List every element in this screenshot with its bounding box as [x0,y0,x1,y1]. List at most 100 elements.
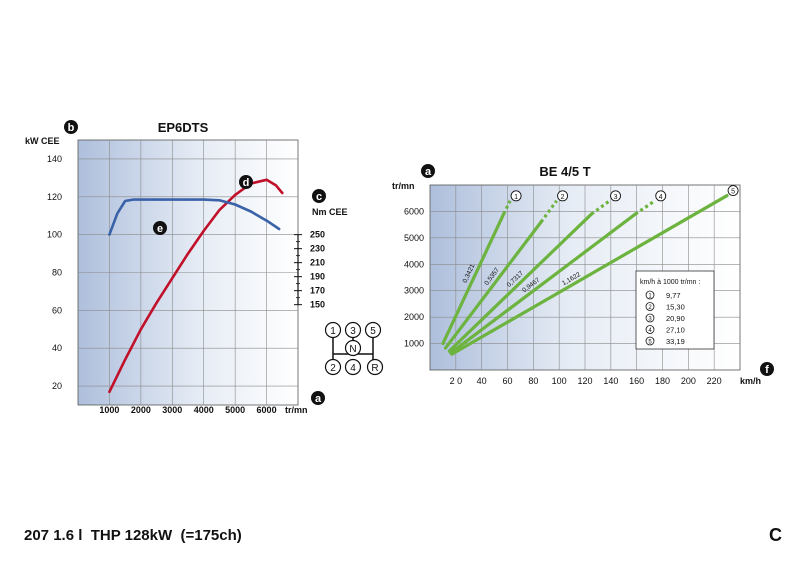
gearing-badge-x [760,362,774,376]
engine-ylabel: kW CEE [25,136,60,146]
gear-1-circle [324,321,342,339]
gearing-legend: km/h à 1000 tr/mn : 1 9,77 2 15,30 3 20,90 4 27… [635,270,715,350]
engine-y-tick-label: 80 [52,268,62,278]
gearing-legend-rows: 1 9,77 2 15,30 3 20,90 4 27,10 5 33,19 [645,290,685,346]
gearing-y-tick-label: 1000 [404,339,424,349]
engine-x-tick-label: 1000 [99,405,119,415]
engine-badge-y [64,120,78,134]
page-letter: C [769,525,782,545]
engine-badge-y-letter: b [68,122,75,134]
engine-xlabel: tr/mn [285,405,308,415]
engine-grid [78,140,298,405]
legend-gear-3-value: 20,90 [666,314,685,323]
engine-x-tick-label: 3000 [162,405,182,415]
engine-y2-tick-label: 190 [310,272,325,282]
gearing-y-tick-label: 3000 [404,286,424,296]
gear-4-marker-label: 4 [659,194,663,201]
legend-gear-2-number: 2 [648,305,652,311]
engine-y-tick-label: 20 [52,381,62,391]
gearing-x-tick-label: 140 [603,376,618,386]
legend-gear-3-number: 3 [648,317,652,323]
power-curve-badge-letter: d [243,177,250,189]
legend-gear-4-number: 4 [648,328,652,334]
gearing-title: BE 4/5 T [539,164,590,179]
gear-reverse-label: R [371,363,378,374]
gearing-x-tick-label: 120 [577,376,592,386]
gearing-badge-y [421,164,435,178]
legend-gear-5-circle [645,336,655,346]
gear-5-marker-label: 5 [731,189,735,196]
engine-y2-tick-label: 210 [310,258,325,268]
legend-gear-5-number: 5 [648,340,652,346]
torque-curve-badge [153,221,167,235]
engine-x-tick-label: 4000 [194,405,214,415]
power-curve-badge [239,175,253,189]
gearing-x-tick-label: 180 [655,376,670,386]
gearing-x-tick-label: 40 [477,376,487,386]
gearing-chart: BE 4/5 T a tr/mn 1000 2000 3000 4000 5000 600… [392,164,774,386]
engine-y-tick-label: 140 [47,154,62,164]
gear-3-marker [610,190,621,202]
legend-gear-3-circle [645,313,655,323]
gear-4-marker [655,190,667,202]
gear-2-circle [324,358,342,376]
legend-gear-5-value: 33,19 [666,337,685,346]
gearing-x-tick-label: 220 [707,376,722,386]
engine-series [108,178,284,394]
gearing-y-tick-label: 2000 [404,312,424,322]
gear-5-circle [364,321,382,339]
legend-gear-1-circle [645,290,655,300]
gearing-y-tick-label: 4000 [404,259,424,269]
gear-reverse-circle [366,358,384,376]
gear-2-marker-label: 2 [561,194,565,201]
gearing-x-tick-label: 200 [681,376,696,386]
legend-gear-1-value: 9,77 [666,291,681,300]
gear-3-line [447,212,594,353]
engine-badge-y2-letter: c [316,191,322,203]
gear-1-marker [510,190,522,202]
gearing-x-tick-label: 100 [552,376,567,386]
engine-badge-y2 [312,189,326,203]
gear-2-marker [557,190,569,202]
engine-y2-tick-label: 230 [310,244,325,254]
gear-neutral-circle [344,339,362,357]
engine-chart: EP6DTS b kW CEE 20 40 60 80 100 120 140 1000 20… [25,120,348,415]
gear-4-overrev-line [634,199,656,216]
gearing-y-tick-label: 5000 [404,233,424,243]
gear-1-overrev-line [502,200,512,215]
gear-4-label: 4 [350,363,356,374]
legend-gear-2-circle [645,302,655,311]
engine-y-tick-label: 40 [52,343,62,353]
gear-1-line [441,212,506,346]
gearing-x-tick-label: 2 0 [450,376,463,386]
gear-neutral-label: N [349,344,356,355]
gearbox-positions: 1 3 5 N 2 4 R [324,321,384,376]
gearing-x-tick-label: 80 [528,376,538,386]
engine-x-ticks: 1000 2000 3000 4000 5000 6000 [99,405,276,415]
gear-4-line [449,212,637,355]
gear-1-label: 1 [330,326,336,337]
gear-2-label: 2 [330,363,336,374]
engine-x-tick-label: 6000 [257,405,277,415]
legend-gear-4-circle [645,325,655,334]
gear-5-label: 5 [370,326,376,337]
gear-3-label: 3 [350,326,356,337]
engine-y2-tick-label: 150 [310,300,325,310]
gear-3-overrev-line [590,199,611,216]
engine-torque-line [108,198,281,236]
gear-4-circle [344,358,362,376]
engine-y2-scale: 250 230 210 190 170 150 [294,230,325,310]
engine-title: EP6DTS [158,120,209,135]
gear-2-overrev-line [539,199,558,223]
torque-curve-badge-letter: e [157,223,163,235]
engine-badge-x [311,391,325,405]
engine-y2-tick-label: 250 [310,230,325,240]
legend-gear-4-value: 27,10 [666,326,685,335]
gear-3-marker-label: 3 [614,194,618,201]
gearing-x-tick-label: 60 [502,376,512,386]
legend-gear-1-number: 1 [648,294,652,300]
engine-y-tick-label: 120 [47,192,62,202]
engine-x-tick-label: 5000 [225,405,245,415]
legend-gear-2-value: 15,30 [666,303,685,312]
